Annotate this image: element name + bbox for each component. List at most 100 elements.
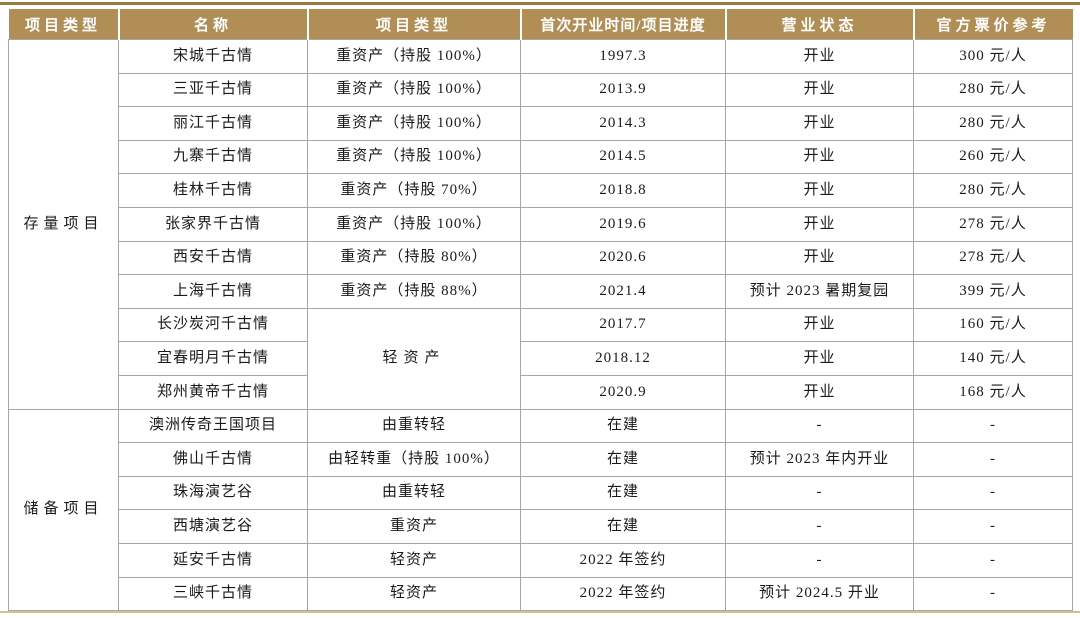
cell-type: 重资产（持股 70%）: [307, 173, 521, 208]
table-row: 丽江千古情 重资产（持股 100%） 2014.3 开业 280 元/人: [9, 106, 1073, 141]
cell-status: 开业: [725, 173, 914, 208]
cell-name: 西塘演艺谷: [118, 509, 308, 544]
cell-open: 在建: [520, 442, 726, 477]
header-row: 项目类型 名称 项目类型 首次开业时间/项目进度 营业状态 官方票价参考: [8, 9, 1073, 40]
column-header-3: 项目类型: [306, 9, 521, 40]
cell-open: 2017.7: [520, 307, 726, 343]
cell-name: 三亚千古情: [118, 72, 308, 108]
cell-status: 开业: [725, 139, 914, 175]
table-row: 长沙炭河千古情 轻资产 2017.7 开业 160 元/人: [9, 307, 1073, 410]
column-header-2: 名称: [117, 9, 308, 40]
table-row: 桂林千古情 重资产（持股 70%） 2018.8 开业 280 元/人: [9, 173, 1073, 208]
cell-type: 重资产: [307, 509, 521, 544]
cell-status: 开业: [725, 341, 914, 376]
column-header-5: 营业状态: [724, 9, 914, 40]
cell-open: 2014.5: [520, 139, 726, 175]
cell-status: 预计 2023 年内开业: [725, 442, 914, 477]
table-row: 西塘演艺谷 重资产 在建 - -: [9, 509, 1073, 544]
table-row: 上海千古情 重资产（持股 88%） 2021.4 预计 2023 暑期复园 399 元/…: [9, 274, 1073, 309]
cell-open: 在建: [520, 475, 726, 511]
cell-type: 轻资产: [307, 576, 521, 612]
cell-price: -: [913, 509, 1073, 544]
cell-price: 160 元/人: [913, 307, 1073, 343]
table-row: 储备项目 澳洲传奇王国项目 由重转轻 在建 - -: [8, 408, 1073, 612]
cell-status: 开业: [725, 106, 914, 141]
cell-type: 重资产（持股 100%）: [307, 106, 521, 141]
cell-type: 重资产（持股 80%）: [307, 240, 521, 276]
cell-name: 佛山千古情: [118, 442, 308, 477]
cell-status: 开业: [725, 307, 914, 343]
cell-price: 140 元/人: [913, 341, 1073, 376]
cell-name: 桂林千古情: [118, 173, 308, 208]
column-header-6: 官方票价参考: [912, 9, 1073, 40]
cell-price: -: [913, 576, 1073, 612]
table-body: 存量项目 宋城千古情 重资产（持股 100%） 1997.3 开业 300 元/人 三亚千古…: [8, 39, 1073, 612]
cell-name: 长沙炭河千古情: [118, 307, 308, 343]
top-rule: [0, 2, 1080, 5]
table-row: 西安千古情 重资产（持股 80%） 2020.6 开业 278 元/人: [9, 240, 1073, 276]
cell-price: -: [913, 442, 1073, 477]
cell-price: 278 元/人: [913, 240, 1073, 276]
cell-status: 开业: [725, 206, 914, 242]
cell-type: 重资产（持股 100%）: [307, 206, 521, 242]
cell-open: 2022 年签约: [520, 542, 726, 578]
cell-name: 郑州黄帝千古情: [118, 374, 308, 410]
cell-price: 399 元/人: [913, 274, 1073, 309]
cell-type: 由重转轻: [307, 475, 521, 511]
cell-status: 开业: [725, 240, 914, 276]
cell-open: 2021.4: [520, 274, 726, 309]
cell-name: 西安千古情: [118, 240, 308, 276]
cell-status: 预计 2023 暑期复园: [725, 274, 914, 309]
cell-name: 珠海演艺谷: [118, 475, 308, 511]
cell-name: 上海千古情: [118, 274, 308, 309]
cell-type: 由轻转重（持股 100%）: [307, 442, 521, 477]
cell-status: 开业: [725, 374, 914, 410]
cell-type: 重资产（持股 100%）: [307, 39, 521, 74]
cell-open: 2018.12: [520, 341, 726, 376]
cell-name: 三峡千古情: [118, 576, 308, 612]
cell-open: 1997.3: [520, 39, 726, 74]
cell-open: 在建: [520, 408, 726, 444]
table-row: 珠海演艺谷 由重转轻 在建 - -: [9, 475, 1073, 511]
bottom-rule: [0, 611, 1080, 614]
cell-status: 预计 2024.5 开业: [725, 576, 914, 612]
cell-price: -: [913, 542, 1073, 578]
cell-name: 宜春明月千古情: [118, 341, 308, 376]
table-row: 佛山千古情 由轻转重（持股 100%） 在建 预计 2023 年内开业 -: [9, 442, 1073, 477]
cell-status: -: [725, 475, 914, 511]
cell-status: 开业: [725, 72, 914, 108]
cell-type: 重资产（持股 100%）: [307, 139, 521, 175]
category-cell: 存量项目: [8, 39, 119, 410]
cell-open: 2013.9: [520, 72, 726, 108]
cell-price: 278 元/人: [913, 206, 1073, 242]
cell-type: 轻资产: [307, 307, 521, 410]
cell-type: 重资产（持股 88%）: [307, 274, 521, 309]
cell-open: 在建: [520, 509, 726, 544]
cell-price: 168 元/人: [913, 374, 1073, 410]
cell-open: 2019.6: [520, 206, 726, 242]
table-row: 存量项目 宋城千古情 重资产（持股 100%） 1997.3 开业 300 元/人: [8, 39, 1073, 410]
column-header-1: 项目类型: [8, 9, 119, 40]
cell-name: 丽江千古情: [118, 106, 308, 141]
cell-status: -: [725, 542, 914, 578]
cell-price: 260 元/人: [913, 139, 1073, 175]
cell-price: 280 元/人: [913, 106, 1073, 141]
cell-price: 280 元/人: [913, 173, 1073, 208]
table-row: 延安千古情 轻资产 2022 年签约 - -: [9, 542, 1073, 578]
cell-type: 轻资产: [307, 542, 521, 578]
cell-price: -: [913, 408, 1073, 444]
projects-table: 项目类型 名称 项目类型 首次开业时间/项目进度 营业状态 官方票价参考 存量项目 宋城千古…: [8, 9, 1073, 612]
cell-price: 300 元/人: [913, 39, 1073, 74]
cell-open: 2020.9: [520, 374, 726, 410]
table-row: 三亚千古情 重资产（持股 100%） 2013.9 开业 280 元/人: [9, 72, 1073, 108]
cell-open: 2014.3: [520, 106, 726, 141]
cell-price: -: [913, 475, 1073, 511]
cell-name: 九寨千古情: [118, 139, 308, 175]
cell-name: 延安千古情: [118, 542, 308, 578]
cell-name: 澳洲传奇王国项目: [118, 408, 308, 444]
cell-name: 宋城千古情: [118, 39, 308, 74]
cell-status: -: [725, 408, 914, 444]
cell-status: 开业: [725, 39, 914, 74]
cell-type: 重资产（持股 100%）: [307, 72, 521, 108]
